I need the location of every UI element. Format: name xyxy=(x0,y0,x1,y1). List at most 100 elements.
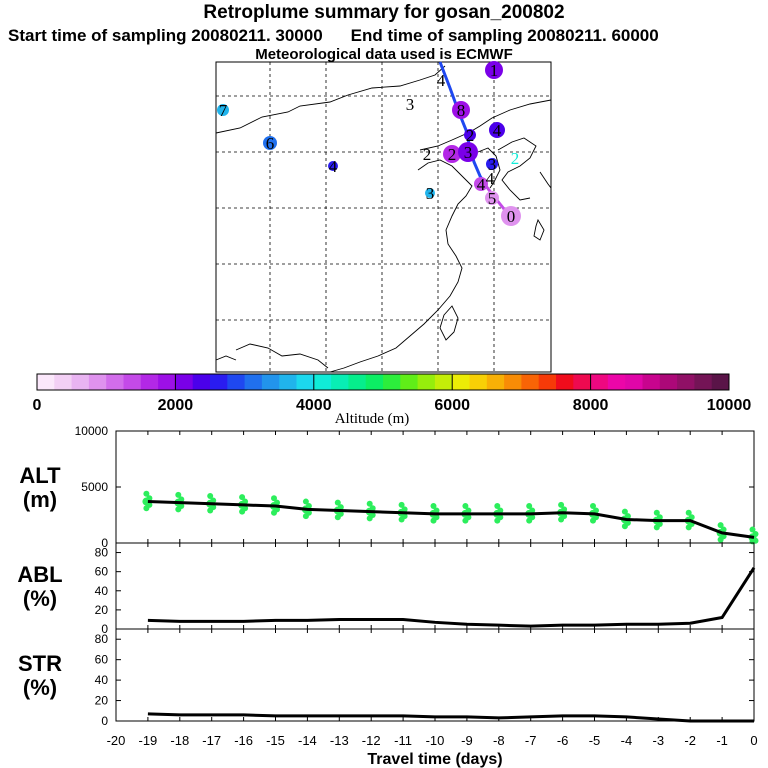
colorbar-swatch-10 xyxy=(210,374,228,390)
alt-scatter-point xyxy=(497,507,504,514)
panel-ylabel-line2: (m) xyxy=(23,487,57,512)
colorbar-frame xyxy=(36,373,730,391)
x-tick-label: -16 xyxy=(234,733,253,748)
x-axis-label: Travel time (days) xyxy=(367,751,502,768)
y-tick-label: 0 xyxy=(101,714,108,728)
y-tick-label: 80 xyxy=(95,632,109,646)
colorbar-swatch-24 xyxy=(452,374,470,390)
x-axis: -20 -19 -18 -17 -16 -15 -14 -13 -12 -11 -10 -9 -8 -7-… xyxy=(107,733,758,768)
x-tick-label: -17 xyxy=(202,733,221,748)
trajectory-marker-label-14: 3 xyxy=(488,155,497,174)
alt-scatter-point xyxy=(462,503,469,510)
x-tick-label: 0 xyxy=(750,733,757,748)
colorbar-swatch-29 xyxy=(538,374,557,390)
y-tick-label: 60 xyxy=(95,565,109,579)
colorbar-swatch-34 xyxy=(625,374,643,390)
colorbar-swatch-12 xyxy=(244,374,263,390)
alt-scatter-point xyxy=(593,507,599,514)
x-tick-label: -15 xyxy=(266,733,285,748)
colorbar-swatch-0 xyxy=(37,374,55,390)
panel-ylabel-line1: ABL xyxy=(17,562,62,587)
alt-scatter-point xyxy=(274,499,280,506)
y-tick-label: 60 xyxy=(95,653,109,667)
colorbar-swatch-1 xyxy=(54,374,73,390)
alt-scatter-point xyxy=(175,491,182,498)
trajectory-marker-label-16: 2 xyxy=(423,145,432,164)
coastline xyxy=(215,65,552,373)
colorbar-swatch-20 xyxy=(383,374,401,390)
colorbar-tick-label: 8000 xyxy=(573,397,609,414)
alt-scatter-point xyxy=(720,526,727,533)
x-tick-label: -10 xyxy=(426,733,445,748)
alt-scatter-point xyxy=(366,500,373,507)
y-tick-label: 40 xyxy=(95,584,109,598)
colorbar-swatch-39 xyxy=(711,374,730,390)
panel-frame xyxy=(115,628,755,722)
x-tick-label: -4 xyxy=(621,733,633,748)
colorbar-tick-label: 10000 xyxy=(707,397,752,414)
trajectory-marker-label-8: 3 xyxy=(426,184,435,203)
panel-alt: 10000 5000 0 ALT(m) xyxy=(19,424,759,550)
x-tick-label: -2 xyxy=(684,733,696,748)
x-tick-label: -18 xyxy=(170,733,189,748)
colorbar-swatch-7 xyxy=(158,374,176,390)
x-tick-label: -11 xyxy=(394,733,412,748)
trajectory-marker-9 xyxy=(443,145,461,163)
trajectory-marker-label-0: 7 xyxy=(219,101,228,120)
series-line-abl xyxy=(147,567,756,628)
x-tick-label: -9 xyxy=(461,733,473,748)
colorbar-swatch-3 xyxy=(88,374,107,390)
colorbar-tick-label: 2000 xyxy=(158,397,194,414)
trajectory-marker-label-1: 6 xyxy=(266,134,275,153)
colorbar-swatch-16 xyxy=(313,374,332,390)
y-tick-label: 40 xyxy=(95,673,109,687)
series-line-str xyxy=(147,712,754,723)
trajectory-marker-label-10: 3 xyxy=(464,143,473,162)
alt-scatter-point xyxy=(656,514,663,521)
panel-frame xyxy=(115,542,755,630)
panel-abl: 80 60 40 20 0 ABL(%) xyxy=(17,542,756,636)
colorbar-swatch-13 xyxy=(261,374,280,390)
colorbar-swatch-30 xyxy=(556,374,574,390)
colorbar-tick-label: 0 xyxy=(33,397,42,414)
alt-scatter-point xyxy=(653,509,660,516)
trajectory-marker-17 xyxy=(501,206,521,226)
colorbar-swatch-32 xyxy=(590,374,609,390)
x-tick-label: -20 xyxy=(107,733,126,748)
panel-ylabel-line1: STR xyxy=(18,651,62,676)
alt-scatter-point xyxy=(433,507,440,514)
colorbar-swatch-21 xyxy=(400,374,419,390)
alt-scatter-point xyxy=(146,495,153,502)
colorbar-swatch-19 xyxy=(365,374,384,390)
alt-scatter-point xyxy=(369,505,376,512)
colorbar-swatch-15 xyxy=(296,374,315,390)
map-gridlines xyxy=(216,62,551,372)
colorbar-tick-label: 4000 xyxy=(296,397,332,414)
trajectory-marker-5 xyxy=(485,61,503,79)
series-line-alt xyxy=(147,500,755,539)
trajectory-marker-7 xyxy=(489,122,505,138)
x-tick-label: -7 xyxy=(525,733,537,748)
y-tick-label: 20 xyxy=(95,694,109,708)
alt-scatter-point xyxy=(688,514,695,521)
panel-ylabel-line2: (%) xyxy=(23,675,57,700)
time-series-panels: 1000050000ALT(m)806040200ABL(%)806040200… xyxy=(17,424,759,728)
alt-scatter-point xyxy=(685,509,692,516)
y-tick-label: 0 xyxy=(101,622,108,636)
trajectory-marker-1 xyxy=(263,136,277,150)
y-tick-label: 10000 xyxy=(75,424,109,438)
end-time-label: End time of sampling 20080211. 60000 xyxy=(350,26,659,45)
alt-scatter-point xyxy=(526,503,533,510)
colorbar-tick-label: 6000 xyxy=(434,397,470,414)
x-tick-label: -12 xyxy=(362,733,381,748)
x-tick-label: -1 xyxy=(716,733,728,748)
colorbar-swatch-31 xyxy=(573,374,592,390)
colorbar-swatch-5 xyxy=(123,374,142,390)
alt-scatter-point xyxy=(401,506,408,513)
alt-scatter-point xyxy=(143,490,150,497)
colorbar-swatch-17 xyxy=(331,374,349,390)
panel-ylabel-line2: (%) xyxy=(23,586,57,611)
colorbar-swatch-36 xyxy=(659,374,678,390)
trajectory-marker-18 xyxy=(485,191,499,205)
